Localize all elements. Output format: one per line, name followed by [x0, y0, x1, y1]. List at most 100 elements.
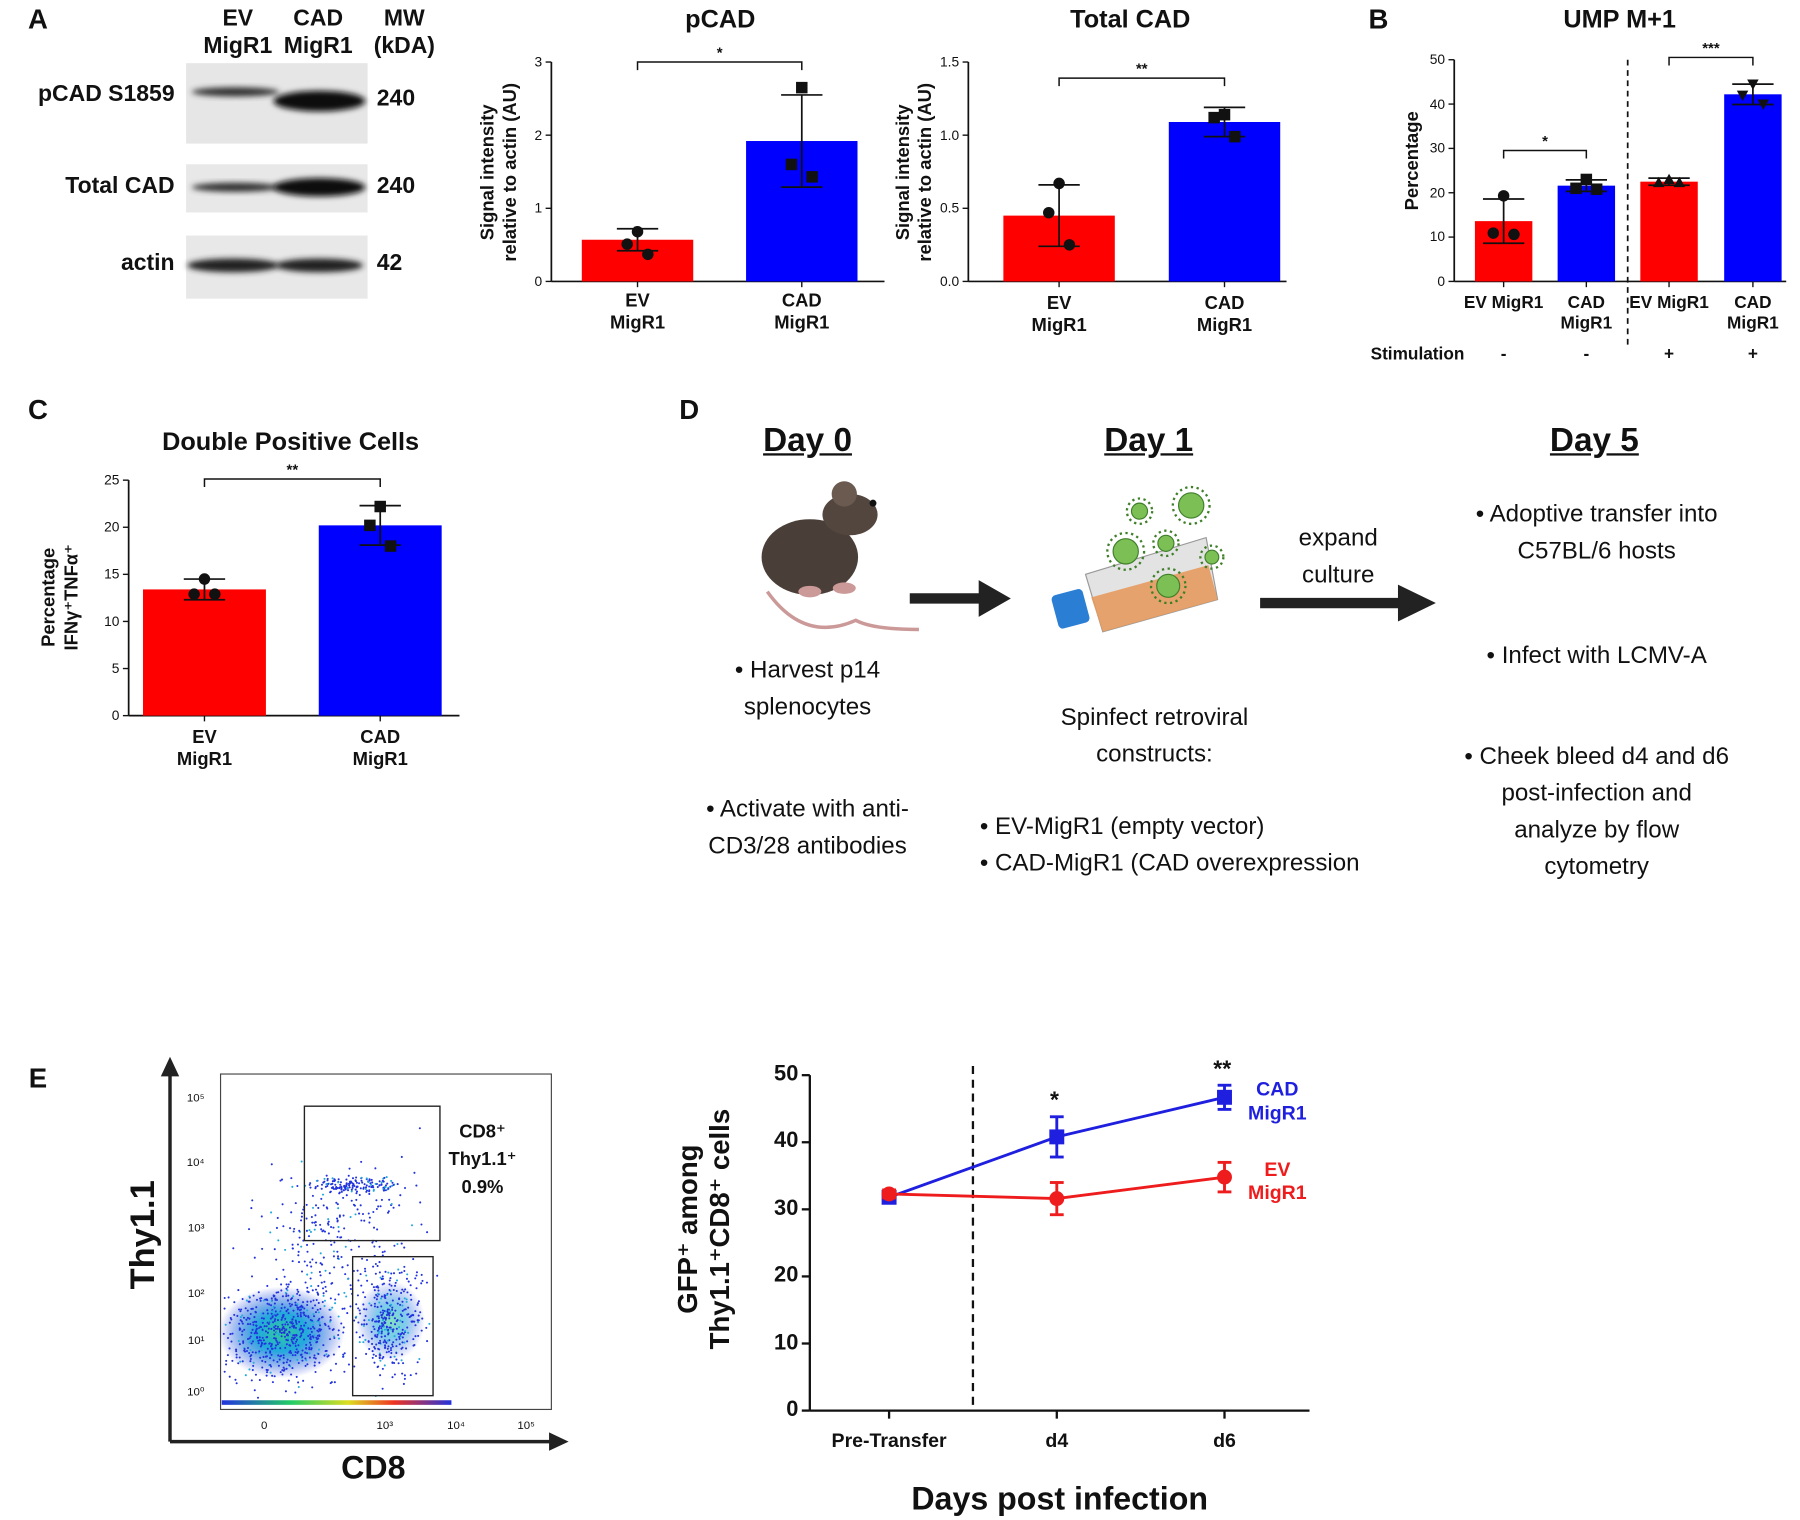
- y-tick-label: 20: [1429, 184, 1446, 201]
- flow-event: [341, 1266, 344, 1269]
- flow-event: [342, 1196, 345, 1199]
- flow-event: [249, 1355, 252, 1358]
- flow-event: [251, 1199, 254, 1202]
- flow-event: [337, 1178, 340, 1181]
- flow-event: [273, 1319, 276, 1323]
- flow-event: [235, 1353, 238, 1356]
- flow-event: [281, 1316, 284, 1319]
- flow-event: [401, 1320, 404, 1323]
- flow-event: [284, 1323, 287, 1326]
- flow-event: [359, 1204, 362, 1207]
- flow-event: [380, 1327, 383, 1330]
- flow-event: [297, 1298, 300, 1301]
- flow-event: [436, 1274, 439, 1277]
- flow-event: [374, 1347, 377, 1350]
- flow-event: [284, 1390, 287, 1393]
- flow-event: [399, 1194, 402, 1197]
- flow-event: [343, 1370, 346, 1373]
- day-heading: Day 5: [1549, 422, 1639, 460]
- flow-event: [384, 1344, 387, 1347]
- flow-event: [333, 1381, 336, 1384]
- flow-event: [276, 1327, 279, 1330]
- flow-event: [296, 1352, 299, 1355]
- flow-event: [278, 1328, 281, 1331]
- flow-event: [323, 1354, 326, 1357]
- flow-event: [342, 1331, 345, 1334]
- flow-event: [270, 1211, 273, 1214]
- bar: [1168, 121, 1281, 282]
- flow-event: [415, 1274, 418, 1277]
- flow-event: [283, 1327, 286, 1330]
- flow-event: [345, 1183, 348, 1186]
- flow-event: [255, 1298, 258, 1301]
- flow-event: [403, 1308, 406, 1311]
- flow-event: [340, 1186, 343, 1190]
- data-point: [642, 248, 654, 261]
- flow-event: [294, 1301, 297, 1304]
- flow-event: [243, 1328, 246, 1331]
- flow-event: [389, 1277, 392, 1280]
- flow-event: [300, 1305, 303, 1308]
- flow-event: [394, 1323, 397, 1326]
- flow-event: [282, 1366, 285, 1369]
- flow-event: [387, 1328, 390, 1331]
- flow-event: [244, 1307, 247, 1310]
- flow-event: [378, 1356, 381, 1359]
- flow-event: [295, 1322, 298, 1325]
- flow-event: [374, 1320, 377, 1323]
- flow-event: [243, 1349, 246, 1352]
- flow-event: [303, 1313, 306, 1316]
- flow-event: [282, 1318, 285, 1321]
- flow-event: [286, 1323, 289, 1326]
- flow-event: [278, 1358, 281, 1361]
- flow-event: [338, 1186, 341, 1189]
- x-tick-label: EV MigR1: [1031, 294, 1087, 336]
- flow-event: [281, 1327, 284, 1330]
- flow-event: [395, 1327, 398, 1330]
- flow-event: [280, 1178, 284, 1181]
- flow-event: [400, 1359, 403, 1362]
- flow-event: [388, 1279, 391, 1282]
- flow-event: [401, 1341, 404, 1344]
- flow-event: [357, 1321, 360, 1324]
- x-tick-label: 0: [261, 1419, 268, 1433]
- mouse-paw: [798, 585, 822, 598]
- flow-event: [300, 1219, 303, 1222]
- flow-event: [406, 1291, 409, 1294]
- flow-event: [225, 1363, 228, 1366]
- flow-event: [347, 1189, 350, 1192]
- flow-event: [348, 1186, 351, 1189]
- flow-event: [327, 1220, 330, 1223]
- flow-event: [243, 1347, 246, 1351]
- flow-event: [373, 1305, 376, 1308]
- flow-event: [284, 1248, 287, 1251]
- flow-event: [283, 1329, 286, 1333]
- flow-event: [374, 1182, 377, 1185]
- flow-event: [310, 1347, 313, 1350]
- flow-event: [420, 1329, 423, 1332]
- flow-event: [270, 1304, 273, 1307]
- flow-event: [309, 1261, 312, 1264]
- flow-event: [305, 1203, 308, 1206]
- flow-event: [368, 1185, 371, 1188]
- flow-event: [307, 1327, 310, 1330]
- flow-event: [280, 1335, 283, 1338]
- flow-event: [414, 1335, 417, 1338]
- flow-event: [400, 1332, 403, 1335]
- flow-event: [270, 1343, 273, 1346]
- blot-row-label: pCAD S1859: [37, 81, 175, 107]
- flow-event: [313, 1356, 316, 1359]
- flow-event: [335, 1217, 339, 1220]
- flow-axis-events: [221, 1400, 452, 1405]
- flow-event: [237, 1362, 240, 1365]
- flow-event: [237, 1289, 240, 1292]
- flow-event: [395, 1279, 399, 1282]
- flow-event: [306, 1250, 309, 1253]
- flow-event: [332, 1226, 335, 1229]
- flow-event: [297, 1290, 300, 1293]
- flow-event: [382, 1323, 385, 1326]
- flow-event: [370, 1337, 373, 1340]
- flow-event: [264, 1360, 267, 1363]
- flow-event: [314, 1221, 317, 1224]
- flow-event: [355, 1176, 358, 1179]
